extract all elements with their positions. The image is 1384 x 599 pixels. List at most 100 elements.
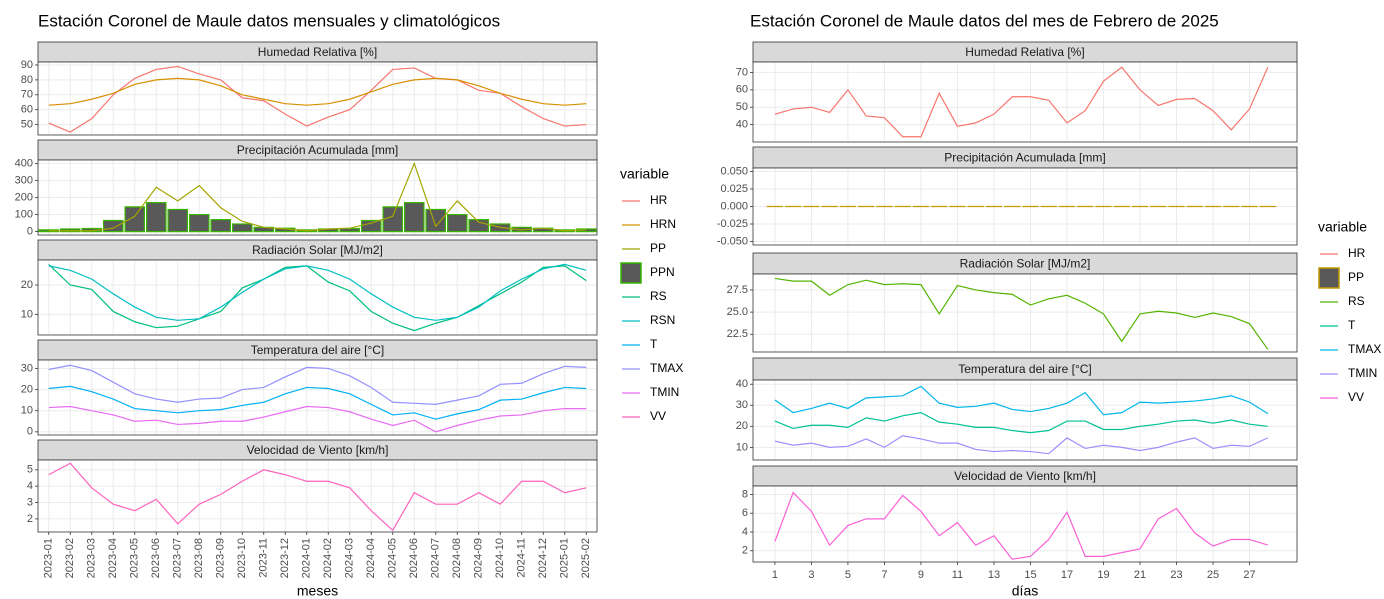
strip-title: Humedad Relativa [%] xyxy=(258,45,377,59)
line xyxy=(774,66,1269,138)
x-tick-label: 21 xyxy=(1134,569,1146,581)
x-tick-label: 2024-12 xyxy=(537,538,549,578)
strip-title: Humedad Relativa [%] xyxy=(965,45,1084,59)
x-tick-label: 2023-11 xyxy=(258,538,270,578)
y-tick-label: 2 xyxy=(27,513,33,525)
strip-title: Precipitación Acumulada [mm] xyxy=(237,143,398,157)
plot-border xyxy=(37,61,598,136)
plot-border xyxy=(752,379,1298,461)
y-tick-label: 80 xyxy=(21,74,33,86)
y-tick-label: 0.025 xyxy=(720,183,748,195)
legend-title: variable xyxy=(620,166,669,182)
line xyxy=(48,263,587,332)
plot-border xyxy=(37,359,598,436)
y-tick-label: 60 xyxy=(21,104,33,116)
strip-title: Velocidad de Viento [km/h] xyxy=(954,469,1096,483)
legend-label: T xyxy=(650,337,658,351)
bar xyxy=(210,219,232,233)
line xyxy=(48,65,587,133)
bar xyxy=(425,208,447,233)
legend-swatch xyxy=(1318,267,1340,289)
legend-label: TMAX xyxy=(1348,342,1381,356)
bar xyxy=(167,208,189,233)
line xyxy=(48,263,587,321)
line xyxy=(48,462,587,532)
line xyxy=(774,412,1268,434)
bar xyxy=(124,206,146,233)
plot-border xyxy=(37,159,598,236)
plot-border xyxy=(752,273,1298,353)
x-axis-label: meses xyxy=(297,583,338,599)
y-tick-label: 0.000 xyxy=(720,200,748,212)
bar xyxy=(145,202,167,233)
x-tick-label: 2023-04 xyxy=(107,538,119,578)
y-tick-label: 25.0 xyxy=(727,306,748,318)
strip-title: Precipitación Acumulada [mm] xyxy=(944,151,1105,165)
y-tick-label: 400 xyxy=(15,157,33,169)
y-tick-label: 5 xyxy=(27,464,33,476)
legend-label: TMAX xyxy=(650,361,683,375)
y-tick-label: 40 xyxy=(736,119,748,131)
plot-background xyxy=(38,260,597,335)
x-tick-label: 2024-03 xyxy=(344,538,356,578)
line xyxy=(48,77,587,106)
bar xyxy=(102,219,124,233)
y-tick-label: -0.025 xyxy=(717,218,748,230)
y-tick-label: 8 xyxy=(742,488,748,500)
legend-label: VV xyxy=(1348,390,1364,404)
x-tick-label: 19 xyxy=(1097,569,1109,581)
bar xyxy=(188,213,210,233)
legend-label: HR xyxy=(650,193,668,207)
y-tick-label: 0.050 xyxy=(720,165,748,177)
strip-title: Temperatura del aire [°C] xyxy=(251,343,385,357)
y-tick-label: 200 xyxy=(15,191,33,203)
plot-background xyxy=(753,62,1297,142)
legend-label: TMIN xyxy=(1348,366,1377,380)
plot-background xyxy=(38,62,597,135)
x-tick-label: 9 xyxy=(918,569,924,581)
x-tick-label: 17 xyxy=(1061,569,1073,581)
y-tick-label: 50 xyxy=(736,101,748,113)
x-tick-label: 2023-10 xyxy=(236,538,248,578)
y-tick-label: 20 xyxy=(21,279,33,291)
y-tick-label: 300 xyxy=(15,174,33,186)
bar xyxy=(446,213,468,233)
line xyxy=(48,405,587,433)
legend-label: VV xyxy=(650,409,666,423)
bar xyxy=(253,226,275,233)
x-tick-label: 2024-05 xyxy=(387,538,399,578)
legend-label: RSN xyxy=(650,313,675,327)
x-tick-label: 23 xyxy=(1170,569,1182,581)
y-tick-label: 50 xyxy=(21,118,33,130)
x-tick-label: 2025-01 xyxy=(559,538,571,578)
x-tick-label: 2024-07 xyxy=(430,538,442,578)
bar xyxy=(339,227,361,233)
legend-label: HR xyxy=(1348,246,1366,260)
legend-label: TMIN xyxy=(650,385,679,399)
x-tick-label: 2024-08 xyxy=(451,538,463,578)
x-tick-label: 25 xyxy=(1207,569,1219,581)
x-tick-label: 2024-11 xyxy=(516,538,528,578)
plot-border xyxy=(752,485,1298,563)
plot-background xyxy=(753,486,1297,562)
legend-label: RS xyxy=(1348,294,1365,308)
x-axis-label: días xyxy=(1012,583,1038,599)
x-tick-label: 13 xyxy=(988,569,1000,581)
y-tick-label: 30 xyxy=(736,399,748,411)
line xyxy=(774,435,1269,455)
bar xyxy=(231,223,253,233)
x-tick-label: 2023-12 xyxy=(279,538,291,578)
y-tick-label: 40 xyxy=(736,378,748,390)
x-tick-label: 2024-01 xyxy=(301,538,313,578)
bar xyxy=(468,219,490,233)
y-tick-label: 4 xyxy=(742,526,748,538)
x-tick-label: 15 xyxy=(1024,569,1036,581)
strip-title: Radiación Solar [MJ/m2] xyxy=(960,257,1091,271)
legend-label: PPN xyxy=(650,265,675,279)
y-tick-label: 0 xyxy=(27,426,33,438)
y-tick-label: 4 xyxy=(27,480,33,492)
strip-title: Velocidad de Viento [km/h] xyxy=(247,443,389,457)
x-tick-label: 2023-02 xyxy=(64,538,76,578)
x-tick-label: 2023-01 xyxy=(43,538,55,578)
